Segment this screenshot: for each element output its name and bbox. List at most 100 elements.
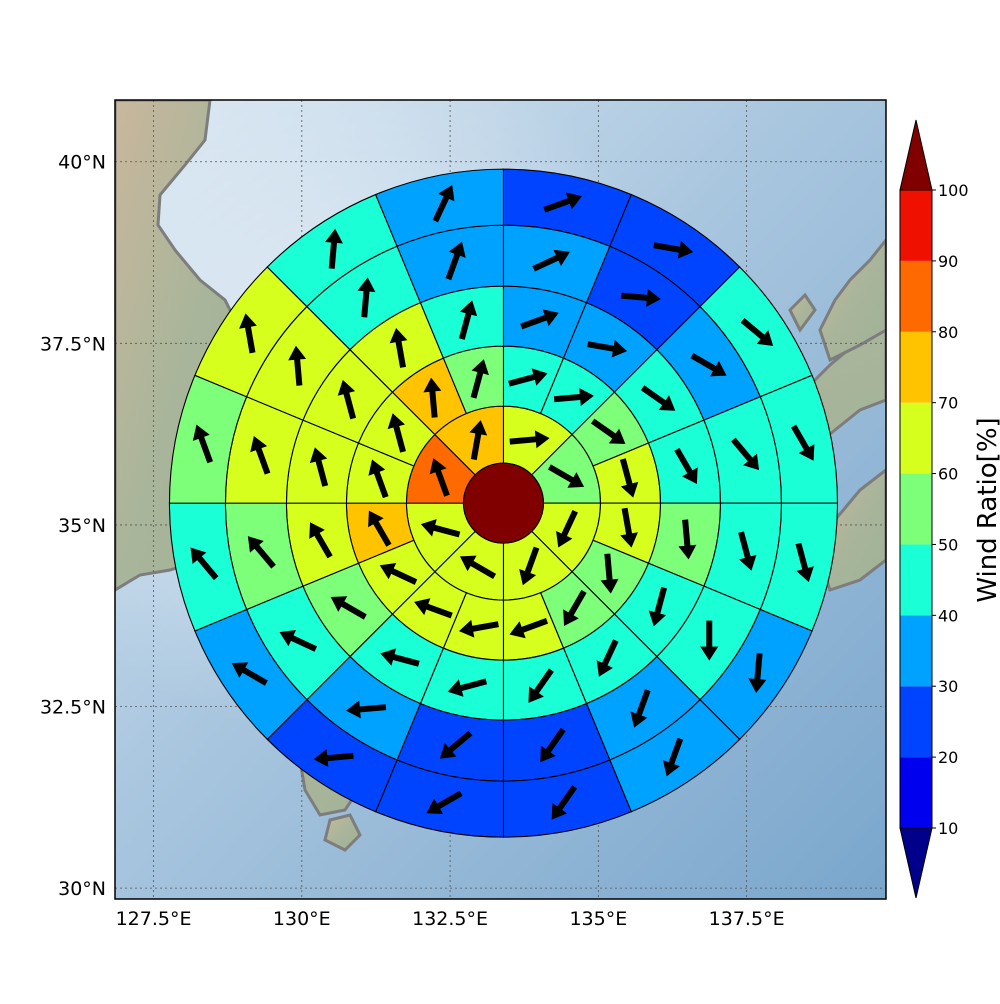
arrow-ring5-8 [426, 790, 463, 815]
arrow-ring3-9 [380, 648, 420, 667]
arrow-ring1-5 [420, 519, 461, 538]
arrow-ring1-7 [469, 420, 488, 461]
colorbar-extend-min [899, 827, 933, 899]
arrow-ring5-13 [239, 313, 257, 354]
axis-ticks: 127.5°E 130°E 132.5°E 135°E 137.5°E 30°N 32.5°… [40, 152, 785, 930]
center-cell [462, 462, 545, 544]
arrow-ring3-0 [520, 309, 559, 330]
arrow-ring4-8 [439, 730, 473, 759]
colorbar-tick-label: 50 [938, 535, 958, 554]
arrow-ring1-3 [519, 546, 540, 586]
arrow-ring3-3 [674, 447, 698, 484]
arrow-ring5-1 [653, 240, 694, 259]
colorbar-tick-label: 60 [938, 465, 958, 484]
arrow-ring5-3 [790, 424, 815, 461]
colorbar-extend-max [899, 119, 933, 191]
arrow-ring4-5 [700, 620, 719, 661]
colorbar: 10 20 30 40 50 60 70 80 90 100 [899, 119, 969, 899]
arrow-ring4-14 [357, 277, 376, 318]
colorbar-tick-label: 20 [938, 748, 958, 767]
land-japan-east [818, 237, 886, 363]
colorbar-segment [900, 757, 932, 828]
arrow-ring2-11 [368, 510, 392, 547]
arrow-ring3-1 [587, 339, 628, 358]
arrow-ring3-11 [309, 522, 333, 559]
arrow-ring4-1 [620, 288, 661, 307]
x-tick-label: 130°E [273, 908, 331, 930]
map-frame [114, 99, 887, 900]
arrow-ring5-12 [192, 424, 214, 464]
arrow-ring3-5 [648, 586, 668, 627]
arrow-ring3-10 [330, 596, 367, 620]
arrow-ring2-13 [387, 413, 406, 453]
colorbar-frame [899, 189, 933, 829]
arrow-ring1-0 [509, 430, 550, 449]
arrow-ring3-15 [458, 300, 478, 340]
arrow-ring5-14 [325, 228, 343, 269]
arrow-ring5-4 [795, 542, 814, 583]
arrow-ring4-12 [250, 436, 271, 475]
colorbar-tick-label: 80 [938, 323, 958, 342]
arrow-ring2-5 [600, 553, 619, 594]
arrow-ring4-6 [630, 689, 651, 728]
colorbar-segment [900, 331, 932, 403]
colorbar-segment [900, 260, 932, 332]
arrow-ring3-13 [337, 379, 357, 420]
arrow-ring3-14 [389, 327, 408, 368]
arrow-ring4-15 [445, 241, 466, 281]
arrow-ring1-1 [547, 464, 585, 488]
x-tick-label: 127.5°E [116, 908, 192, 930]
colorbar-tick-label: 10 [938, 819, 958, 838]
arrow-ring4-3 [731, 437, 760, 471]
arrow-ring4-2 [690, 353, 727, 377]
arrow-ring4-13 [288, 345, 307, 386]
y-tick-label: 32.5°N [40, 697, 106, 719]
arrow-ring2-0 [508, 368, 548, 387]
colorbar-tick-label: 90 [938, 252, 958, 271]
arrow-ring2-3 [619, 458, 639, 498]
colorbar-tick-label: 70 [938, 394, 958, 413]
x-tick-label: 132.5°E [412, 908, 488, 930]
arrow-ring5-6 [662, 737, 684, 777]
colorbar-tick-label: 40 [938, 606, 958, 625]
arrow-ring5-11 [190, 547, 219, 581]
x-tick-label: 135°E [569, 908, 627, 930]
y-tick-label: 35°N [58, 515, 106, 537]
arrow-ring1-6 [429, 458, 450, 497]
arrow-ring5-7 [551, 785, 578, 820]
colorbar-segment [900, 190, 932, 261]
arrow-ring2-6 [563, 589, 587, 627]
arrow-ring1-4 [459, 555, 497, 580]
colorbar-segment [900, 615, 932, 687]
wind-direction-arrows [190, 184, 815, 820]
colorbar-tick-label: 100 [938, 181, 969, 200]
arrow-ring5-5 [748, 652, 767, 694]
wind-ratio-sectors [168, 168, 839, 838]
arrow-ring4-7 [540, 727, 566, 763]
arrow-ring2-15 [470, 359, 489, 399]
arrow-ring2-8 [458, 619, 499, 638]
y-tick-label: 37.5°N [40, 333, 106, 355]
arrow-ring1-2 [556, 509, 578, 548]
colorbar-segment [900, 544, 932, 616]
arrow-ring2-9 [414, 598, 453, 619]
arrow-ring4-11 [247, 536, 276, 569]
y-tick-label: 40°N [58, 152, 106, 174]
arrow-ring3-8 [447, 678, 488, 697]
arrow-ring5-15 [432, 184, 455, 223]
arrow-ring2-7 [509, 618, 549, 639]
arrow-ring5-2 [740, 317, 774, 346]
arrow-ring4-9 [346, 700, 387, 719]
arrow-ring3-4 [678, 519, 697, 560]
arrow-ring2-10 [379, 562, 418, 585]
colorbar-title: Wind Ratio[%] [973, 417, 1000, 602]
arrow-ring5-10 [231, 662, 268, 686]
arrow-ring4-10 [279, 629, 318, 652]
arrow-ring3-6 [596, 639, 619, 677]
y-tick-label: 30°N [58, 878, 106, 900]
arrow-ring3-12 [309, 447, 329, 487]
arrow-ring3-2 [640, 385, 676, 411]
arrow-ring3-7 [528, 668, 554, 703]
